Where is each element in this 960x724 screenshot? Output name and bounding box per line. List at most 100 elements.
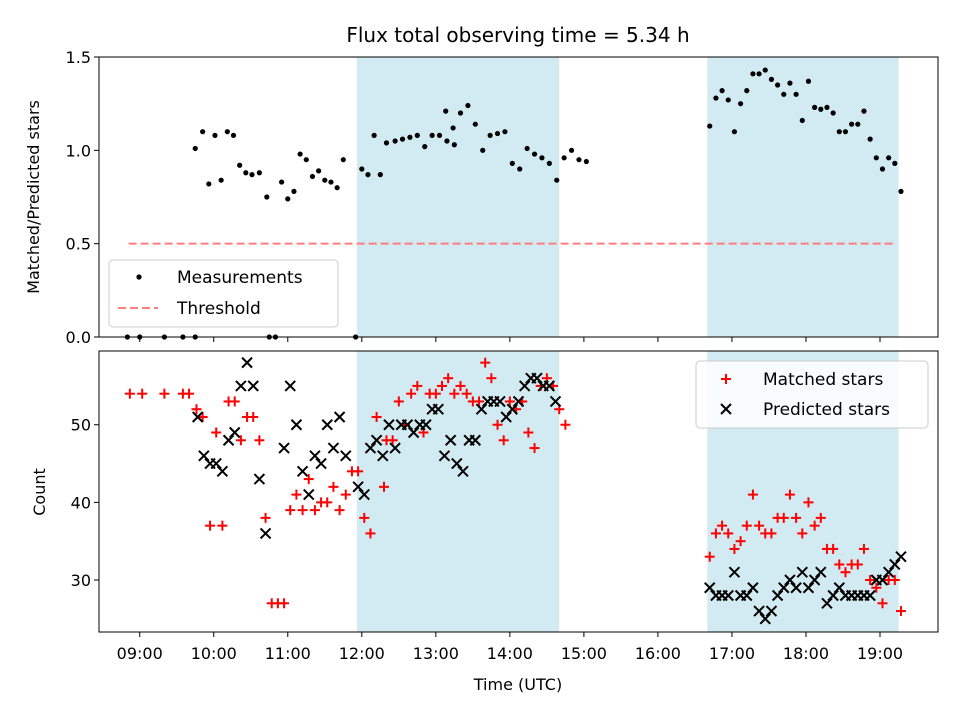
measurement-point — [297, 151, 303, 157]
matched-point — [328, 481, 339, 492]
measurement-point — [279, 179, 285, 185]
matched-point — [406, 388, 417, 399]
measurement-point — [799, 117, 805, 124]
matched-point — [359, 512, 370, 523]
matched-point — [443, 373, 454, 384]
x-tick-label: 12:00 — [339, 644, 385, 663]
matched-point — [254, 435, 265, 446]
matched-point — [723, 528, 734, 539]
matched-point — [889, 574, 900, 585]
measurement-point — [285, 196, 291, 202]
bottom-shaded-spans — [356, 351, 899, 632]
matched-point — [815, 512, 826, 523]
measurement-point — [502, 129, 508, 135]
matched-point — [437, 380, 448, 391]
predicted-point — [377, 450, 389, 462]
matched-point — [285, 505, 296, 516]
measurement-point — [365, 172, 371, 178]
predicted-point — [889, 558, 901, 571]
measurement-point — [719, 88, 725, 94]
measurement-point — [524, 145, 530, 152]
matched-stars-points — [124, 357, 906, 617]
measurement-point — [861, 108, 867, 114]
matched-point — [279, 598, 290, 609]
measurement-point — [842, 129, 849, 135]
measurement-point — [200, 129, 206, 135]
predicted-point — [198, 450, 210, 462]
measurement-point — [731, 129, 738, 135]
predicted-point — [475, 403, 488, 415]
predicted-point — [704, 582, 716, 594]
measurement-point — [436, 132, 443, 138]
matched-point — [229, 396, 240, 407]
matched-point — [217, 520, 228, 531]
x-tick-label: 13:00 — [413, 644, 459, 663]
x-tick-label: 11:00 — [265, 644, 311, 663]
measurement-point — [316, 168, 322, 174]
measurement-point — [359, 166, 365, 172]
top-panel: 0.0 0.5 1.0 1.5 Matched/Predicted stars Mea… — [24, 48, 939, 347]
shaded-span — [356, 57, 560, 337]
top-y-axis-label: Matched/Predicted stars — [24, 100, 43, 294]
bottom-y-axis-label: Count — [30, 468, 49, 516]
y-tick-label: 1.0 — [66, 141, 91, 160]
predicted-point — [518, 380, 531, 392]
measurement-point — [414, 132, 420, 138]
predicted-point — [191, 411, 204, 423]
matched-point — [235, 435, 246, 446]
matched-point — [747, 489, 758, 500]
matched-point — [778, 512, 789, 523]
matched-point — [784, 489, 795, 500]
matched-point — [523, 427, 534, 438]
predicted-point — [827, 589, 839, 602]
predicted-point — [364, 442, 377, 454]
matched-point — [498, 435, 509, 446]
measurement-point — [879, 166, 886, 172]
measurements-points — [124, 67, 904, 340]
matched-point — [803, 497, 814, 508]
matched-point — [309, 505, 320, 516]
measurement-point — [487, 132, 493, 138]
predicted-point — [438, 450, 451, 462]
matched-point — [766, 528, 777, 539]
measurement-point — [737, 101, 744, 107]
measurement-point — [291, 188, 297, 194]
legend-matched-marker — [721, 374, 731, 384]
y-tick-label: 0.0 — [66, 328, 91, 347]
shaded-span — [356, 351, 560, 632]
predicted-point — [469, 434, 482, 446]
matched-point — [303, 474, 314, 485]
predicted-point — [802, 582, 815, 594]
measurement-point — [407, 134, 413, 140]
predicted-point — [210, 457, 222, 470]
matched-point — [717, 520, 728, 531]
matched-point — [291, 489, 302, 500]
measurement-point — [546, 160, 552, 166]
measurement-point — [224, 129, 230, 135]
matched-point — [205, 520, 216, 531]
bottom-y-ticks: 30 40 50 — [71, 416, 99, 590]
top-axes-frame — [98, 56, 939, 338]
matched-point — [334, 505, 345, 516]
measurement-point — [328, 179, 334, 185]
measurement-point — [886, 155, 892, 161]
measurement-point — [451, 142, 457, 148]
bottom-x-ticks: 09:00 10:00 11:00 12:00 13:00 14:00 15:00 16:00… — [117, 632, 903, 663]
predicted-point — [321, 419, 333, 431]
predicted-point — [370, 434, 383, 446]
matched-point — [828, 543, 839, 554]
measurement-point — [713, 95, 719, 101]
predicted-point — [784, 574, 796, 586]
x-tick-label: 14:00 — [487, 644, 533, 663]
predicted-point — [864, 589, 876, 602]
matched-point — [741, 520, 752, 531]
matched-point — [474, 396, 485, 407]
predicted-point — [771, 589, 784, 602]
measurement-point — [383, 140, 390, 146]
predicted-point — [389, 442, 401, 454]
predicted-point — [401, 419, 414, 431]
measurement-point — [812, 104, 818, 110]
matched-point — [840, 567, 851, 578]
measurement-point — [824, 104, 830, 110]
